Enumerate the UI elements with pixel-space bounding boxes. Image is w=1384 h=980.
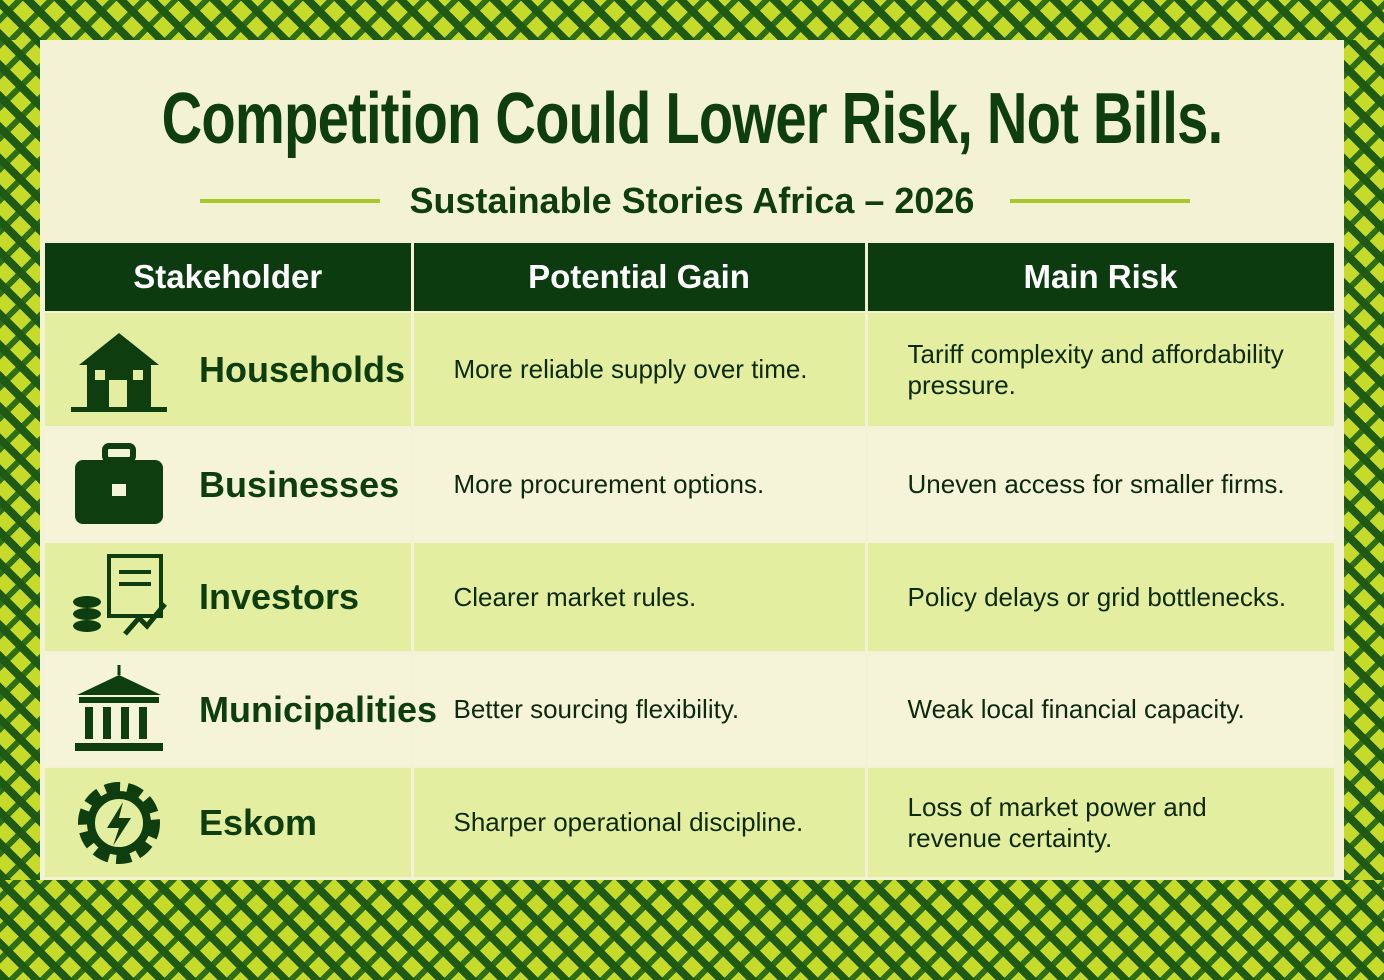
cell: Clearer market rules. — [412, 541, 868, 652]
border — [0, 880, 1384, 980]
cell: Businesses — [45, 426, 414, 542]
building-icon — [75, 664, 163, 751]
cell: Uneven access for smaller firms. — [866, 426, 1337, 542]
house-icon — [71, 332, 167, 412]
row: Investors Clearer market rules. Policy d… — [45, 541, 1337, 652]
column-header: Potential Gain — [412, 243, 868, 312]
cell: Investors — [45, 541, 414, 652]
cell: Tariff complexity and affordability pres… — [866, 311, 1337, 427]
stakeholder: Households — [199, 348, 406, 390]
cell: Eskom — [45, 766, 414, 877]
border — [1344, 40, 1384, 880]
rule — [1010, 199, 1190, 203]
stakeholder: Businesses — [199, 463, 400, 505]
rule — [200, 199, 380, 203]
border — [0, 40, 40, 880]
cell: Sharper operational discipline. — [412, 766, 868, 877]
cell: Policy delays or grid bottlenecks. — [866, 541, 1337, 652]
stakeholder: Investors — [199, 576, 360, 617]
subtitle: Sustainable Stories Africa – 2026 — [409, 180, 975, 221]
cell: Households — [45, 311, 414, 427]
cell: More reliable supply over time. — [412, 311, 868, 427]
row: Eskom Sharper operational discipline. Lo… — [45, 766, 1337, 877]
row: Municipalities Better sourcing flexibili… — [45, 651, 1337, 767]
investment-icon — [73, 554, 167, 636]
briefcase-icon — [75, 442, 163, 524]
stakeholder: Eskom — [199, 801, 318, 843]
gear-icon — [78, 781, 160, 864]
border — [0, 0, 1384, 40]
header-row: Stakeholder Potential Gain Main Risk — [45, 243, 1337, 312]
table: Stakeholder Potential Gain Main Risk Hou… — [45, 243, 1337, 877]
cell: Loss of market power and revenue certain… — [866, 766, 1337, 877]
cell: Municipalities — [45, 651, 437, 767]
cell: More procurement options. — [412, 426, 868, 542]
column-header: Main Risk — [866, 243, 1337, 312]
row: Businesses More procurement options. Une… — [45, 426, 1337, 542]
cell: Weak local financial capacity. — [866, 651, 1337, 767]
title: Competition Could Lower Risk, Not Bills. — [161, 79, 1224, 159]
cell: Better sourcing flexibility. — [412, 651, 868, 767]
column-header: Stakeholder — [45, 243, 414, 312]
row: Households More reliable supply over tim… — [45, 311, 1337, 427]
stakeholder: Municipalities — [199, 688, 438, 730]
